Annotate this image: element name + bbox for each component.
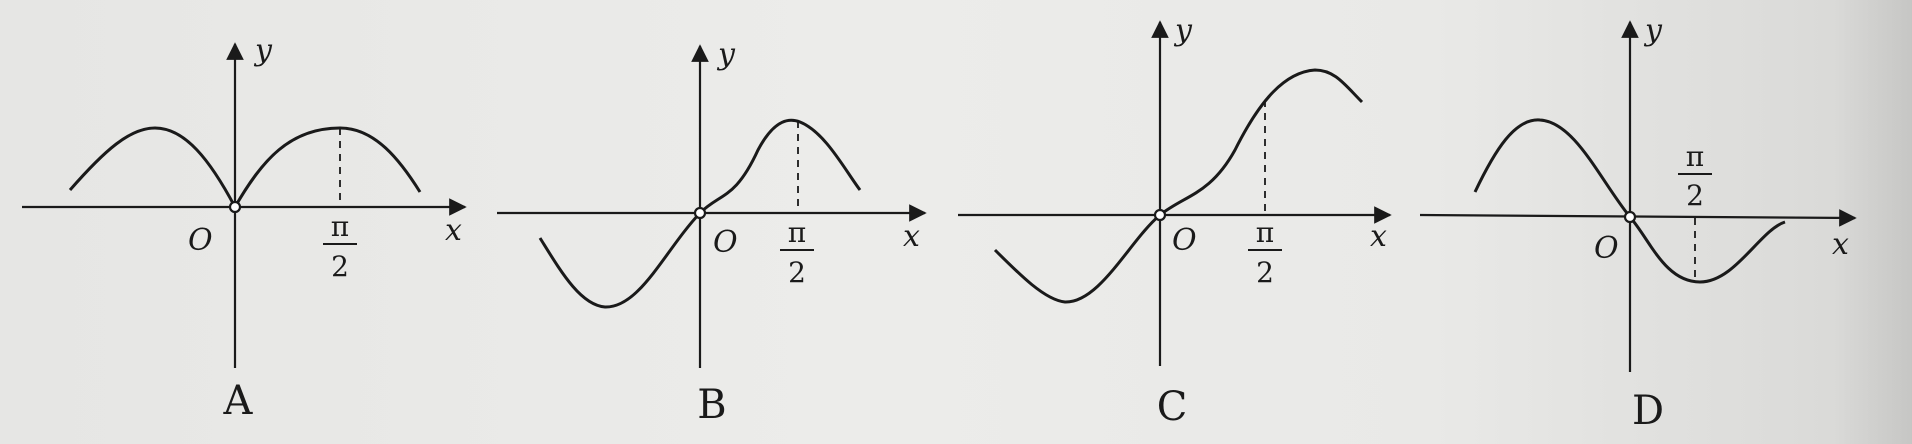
panel-b-caption: B	[697, 382, 726, 428]
panel-a-caption: A	[223, 378, 254, 424]
panel-a-tick-pi: π	[331, 210, 349, 243]
panel-c-origin-label: O	[1172, 223, 1197, 258]
panel-c-tick-pi: π	[1256, 216, 1274, 249]
panel-b-tick-pi: π	[788, 216, 806, 249]
panel-b-origin-point	[693, 206, 707, 220]
panel-a: y x O π 2 A	[22, 33, 467, 424]
panel-d-y-label: y	[1643, 13, 1663, 48]
panel-d-origin-label: O	[1594, 231, 1619, 266]
panel-a-tick-two: 2	[331, 250, 349, 283]
panel-d-caption: D	[1632, 388, 1664, 434]
panel-c-x-label: x	[1370, 219, 1387, 254]
panel-b-curve	[538, 118, 862, 309]
panel-c-origin-point	[1153, 208, 1167, 222]
panel-a-curve	[68, 126, 422, 211]
panel-b-x-label: x	[903, 219, 920, 254]
panel-c-curve	[993, 68, 1364, 304]
panel-a-x-label: x	[445, 213, 462, 248]
panel-a-y-label: y	[253, 33, 273, 68]
panel-a-origin-point	[228, 200, 242, 214]
panel-b: y x O π 2 B	[497, 37, 927, 428]
panel-c: y x O π 2 C	[958, 13, 1392, 430]
panel-d: y x O π 2 D	[1419, 13, 1857, 434]
panel-b-tick-two: 2	[788, 256, 806, 289]
panel-c-caption: C	[1157, 384, 1188, 430]
panel-c-tick-two: 2	[1256, 256, 1274, 289]
panel-d-origin-point	[1623, 210, 1637, 224]
panel-d-x-axis	[1419, 209, 1857, 227]
panel-d-tick-two: 2	[1686, 179, 1704, 212]
panel-d-x-label: x	[1832, 227, 1849, 262]
panel-a-origin-label: O	[188, 223, 213, 258]
panel-d-tick-pi: π	[1686, 140, 1704, 173]
panel-c-y-label: y	[1173, 13, 1193, 48]
panel-b-y-label: y	[716, 37, 736, 72]
panel-b-origin-label: O	[713, 225, 738, 260]
